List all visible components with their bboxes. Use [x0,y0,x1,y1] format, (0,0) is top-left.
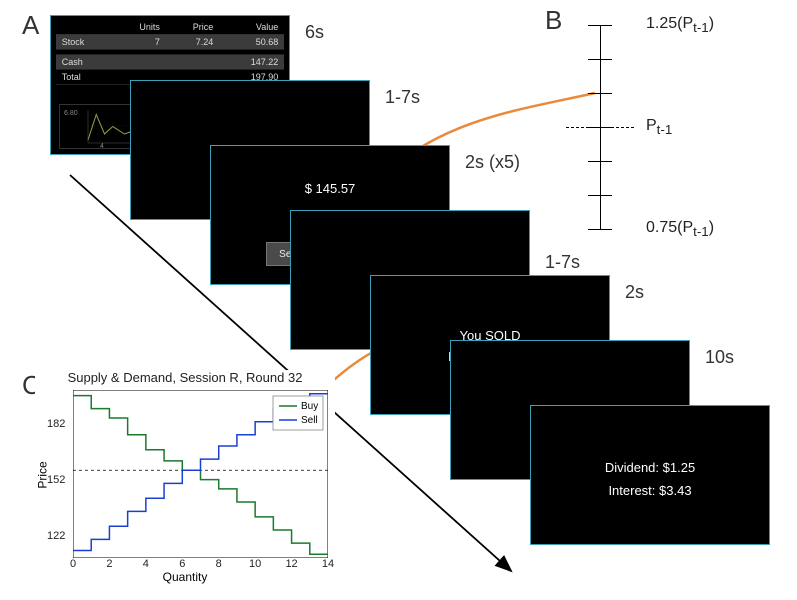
xtick-label: 8 [216,558,222,570]
scale-tick [588,93,612,94]
col-price: Price [166,20,219,35]
timing-3: 2s (x5) [465,152,520,173]
scale-tick [588,25,612,26]
xtick-label: 0 [70,558,76,570]
scale-dashed [566,127,634,128]
portfolio-table: Units Price Value Stock77.2450.68 Cash147… [56,20,284,85]
ytick-label: 122 [47,530,65,542]
legend-sell: Sell [301,415,318,426]
xtick-label: 14 [322,558,334,570]
timing-4: 1-7s [545,252,580,273]
xtick-label: 2 [106,558,112,570]
scale-tick [588,229,612,230]
dividend-line1: Dividend: $1.25 [531,456,769,479]
dividend-text: Dividend: $1.25 Interest: $3.43 [531,456,769,503]
chart-xlabel: Quantity [35,570,335,584]
timing-1: 6s [305,22,324,43]
col-value: Value [219,20,284,35]
mini-left-label: 6.80 [64,110,78,117]
scale-top-label: 1.25(Pt-1) [646,15,714,35]
dividend-screen: Dividend: $1.25 Interest: $3.43 [530,405,770,545]
timing-2: 1-7s [385,87,420,108]
mini-bottom-label: 4 [100,143,104,150]
chart-svg: Buy Sell [73,390,328,558]
scale-tick [588,195,612,196]
table-row: Stock77.2450.68 [56,35,284,50]
xtick-label: 10 [249,558,261,570]
displayed-price: $ 145.57 [211,181,449,196]
xtick-label: 12 [285,558,297,570]
table-row: Cash147.22 [56,55,284,70]
supply-demand-chart: Supply & Demand, Session R, Round 32 Pri… [35,370,335,580]
scale-mid-label: Pt-1 [646,117,672,137]
timing-5: 2s [625,282,644,303]
panel-label-a: A [22,10,39,41]
col-units: Units [112,20,165,35]
legend-buy: Buy [301,401,318,412]
scale-bot-label: 0.75(Pt-1) [646,219,714,239]
ytick-label: 152 [47,474,65,486]
interest-line2: Interest: $3.43 [531,479,769,502]
ytick-label: 182 [47,418,65,430]
scale-tick [588,59,612,60]
xtick-label: 6 [179,558,185,570]
chart-title: Supply & Demand, Session R, Round 32 [35,370,335,385]
scale-panel: 1.25(Pt-1) Pt-1 0.75(Pt-1) [560,10,760,245]
timing-6: 10s [705,347,734,368]
xtick-label: 4 [143,558,149,570]
scale-tick [588,161,612,162]
col-blank [56,20,113,35]
